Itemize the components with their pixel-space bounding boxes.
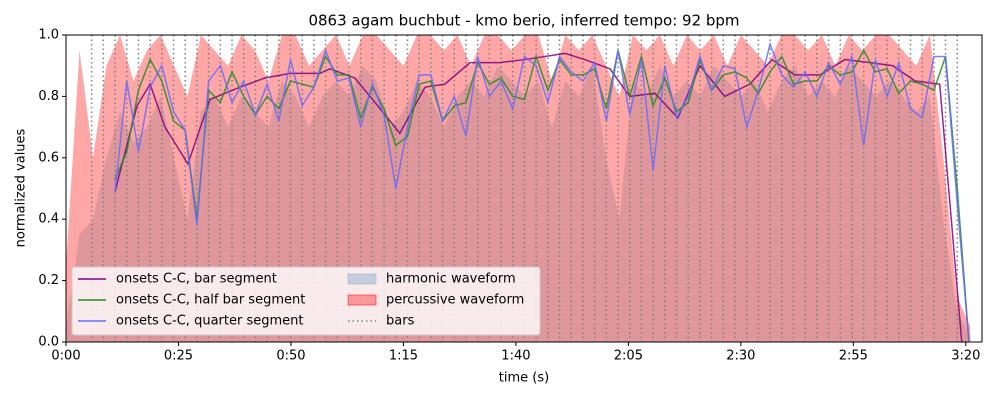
legend-label: onsets C-C, bar segment — [116, 272, 277, 287]
legend-label: harmonic waveform — [386, 272, 516, 287]
x-tick-label: 2:05 — [614, 349, 643, 364]
legend-label: onsets C-C, quarter segment — [116, 314, 303, 329]
plot-frame — [65, 34, 983, 343]
legend-label: percussive waveform — [386, 293, 524, 308]
legend: onsets C-C, bar segment onsets C-C, half … — [71, 266, 541, 336]
x-tick-label: 1:15 — [389, 349, 418, 364]
y-axis-label: normalized values — [14, 128, 29, 247]
legend-label: bars — [386, 314, 415, 329]
legend-label: onsets C-C, half bar segment — [116, 293, 305, 308]
chart-title: 0863 agam buchbut - kmo berio, inferred … — [308, 12, 739, 30]
legend-patch — [347, 294, 377, 306]
series-line — [114, 41, 970, 342]
x-tick-label: 1:40 — [501, 349, 530, 364]
x-tick-label: 0:25 — [164, 349, 193, 364]
x-tick-label: 3:20 — [951, 349, 980, 364]
x-axis-label: time (s) — [499, 371, 549, 386]
x-tick-label: 0:00 — [51, 349, 80, 364]
legend-box — [71, 266, 541, 336]
x-tick-label: 0:50 — [276, 349, 305, 364]
y-tick-label: 0.4 — [38, 212, 59, 227]
y-tick-label: 0.0 — [38, 335, 59, 350]
y-tick-label: 0.6 — [38, 150, 59, 165]
legend-patch — [347, 273, 377, 285]
x-tick-label: 2:30 — [726, 349, 755, 364]
y-tick-label: 0.2 — [38, 273, 59, 288]
y-tick-label: 1.0 — [38, 28, 59, 43]
x-tick-label: 2:55 — [839, 349, 868, 364]
y-tick-label: 0.8 — [38, 89, 59, 104]
axes: 0:00 0:25 0:50 1:15 1:40 2:05 2:30 2:55 3:20 0.0 0… — [38, 28, 983, 364]
